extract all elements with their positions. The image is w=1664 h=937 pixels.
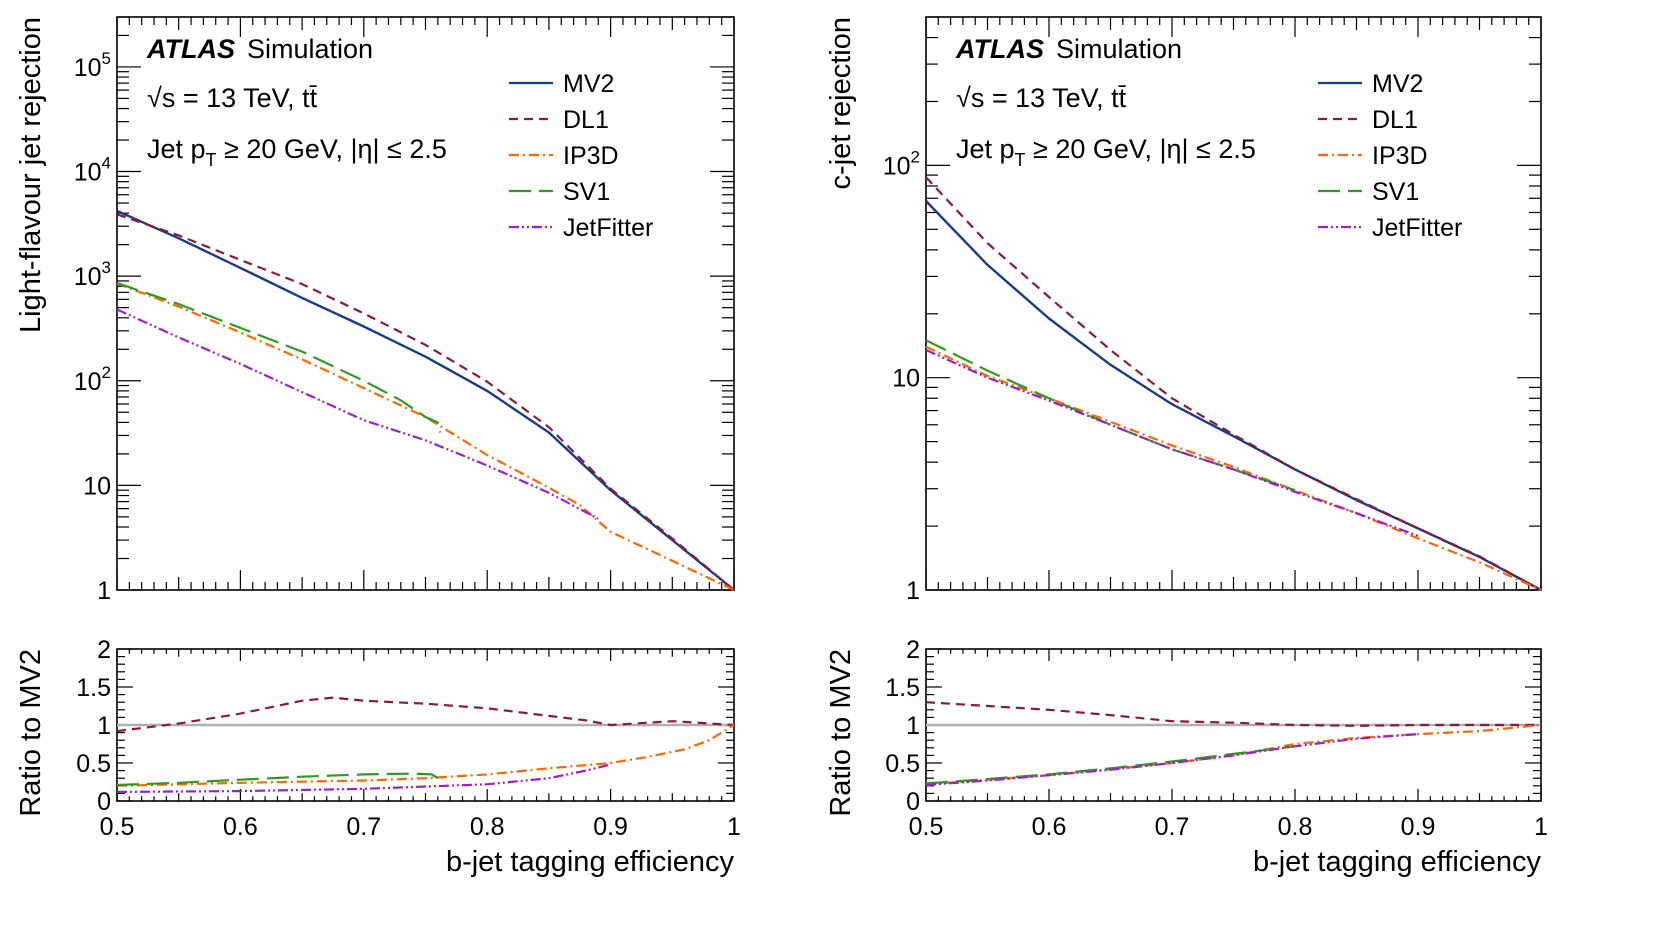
series-line-dl1 [925,176,1542,591]
series-line-ip3d [116,724,735,787]
y-tick-label: 1 [906,577,920,605]
series-line-dl1 [116,213,735,591]
y-tick-label: 1 [906,712,920,740]
left-ratio-panel: 00.511.520.5 0.6 0.7 0.8 0.9 1b-jet tagging e… [15,636,741,878]
series-line-dl1 [925,701,1541,727]
energy-label: √s = 13 TeV, tt̄ [956,83,1127,113]
series-line-jetfitter [116,308,599,520]
y-tick-label: 0 [906,788,920,816]
right-ratio-panel: 00.511.520.5 0.6 0.7 0.8 0.9 1b-jet tagging e… [825,636,1548,878]
y-axis-title: Ratio to MV2 [15,649,47,817]
energy-label: √s = 13 TeV, tt̄ [147,83,318,113]
y-tick-label: 10 [892,365,920,393]
y-axis-title: Light-flavour jet rejection [15,17,47,333]
x-tick-label: 0.9 [593,813,628,841]
y-tick-label: 0 [97,788,111,816]
y-tick-label: 102 [883,147,920,180]
y-tick-label: 1 [97,712,111,740]
y-tick-label: 0.5 [76,750,111,778]
legend-label-mv2: MV2 [563,70,614,98]
y-tick-label: 2 [97,636,111,664]
y-axis-title: Ratio to MV2 [825,649,857,817]
x-tick-label: 0.6 [1032,813,1067,841]
legend-label-dl1: DL1 [1372,106,1418,134]
y-tick-label: 102 [74,363,111,396]
series-line-mv2 [116,209,735,591]
y-tick-label: 105 [74,49,111,82]
y-axis-title: c-jet rejection [825,17,857,189]
y-tick-label: 2 [906,636,920,664]
x-tick-label: 0.7 [1155,813,1190,841]
atlas-label: ATLAS Simulation [955,34,1182,64]
x-tick-label: 0.7 [346,813,381,841]
x-tick-label: 1 [727,813,741,841]
legend-label-sv1: SV1 [1372,178,1419,206]
right-main-panel: 1 10 102 c-jet rejection ATLAS Simulation √s =… [825,16,1542,605]
x-tick-label: 0.8 [1278,813,1313,841]
legend-label-ip3d: IP3D [563,142,619,170]
x-tick-label: 0.5 [100,813,135,841]
y-tick-label: 104 [74,154,111,187]
series-line-mv2 [925,200,1542,592]
legend-label-ip3d: IP3D [1372,142,1428,170]
series-line-sv1 [116,772,441,787]
series-line-jetfitter [925,348,1419,537]
legend-label-jetfitter: JetFitter [563,214,653,242]
series-line-dl1 [116,696,735,733]
x-tick-label: 0.9 [1401,813,1436,841]
cut-label: Jet pT ≥ 20 GeV, |η| ≤ 2.5 [147,134,447,170]
series-line-sv1 [925,339,1296,492]
legend-label-sv1: SV1 [563,178,610,206]
x-tick-label: 0.8 [470,813,505,841]
legend-label-jetfitter: JetFitter [1372,214,1462,242]
series-line-jetfitter [116,763,611,794]
legend-label-dl1: DL1 [563,106,609,134]
cut-label: Jet pT ≥ 20 GeV, |η| ≤ 2.5 [956,134,1256,170]
left-main-panel: 1 10 102 103 104 105 Light-flavour jet rejecti… [15,16,735,605]
x-tick-label: 0.6 [223,813,258,841]
y-tick-label: 1.5 [885,674,920,702]
y-tick-label: 103 [74,258,111,291]
series-line-sv1 [925,745,1296,785]
y-tick-label: 1.5 [76,674,111,702]
x-tick-label: 0.5 [909,813,944,841]
series-line-sv1 [116,281,442,433]
y-tick-label: 1 [97,577,111,605]
series-line-jetfitter [925,733,1419,787]
y-tick-label: 0.5 [885,750,920,778]
y-tick-label: 10 [83,472,111,500]
x-axis-title: b-jet tagging efficiency [1253,846,1542,878]
series-line-ip3d [116,282,735,591]
x-axis-title: b-jet tagging efficiency [446,846,735,878]
x-tick-label: 1 [1534,813,1548,841]
legend-label-mv2: MV2 [1372,70,1423,98]
atlas-label: ATLAS Simulation [146,34,373,64]
